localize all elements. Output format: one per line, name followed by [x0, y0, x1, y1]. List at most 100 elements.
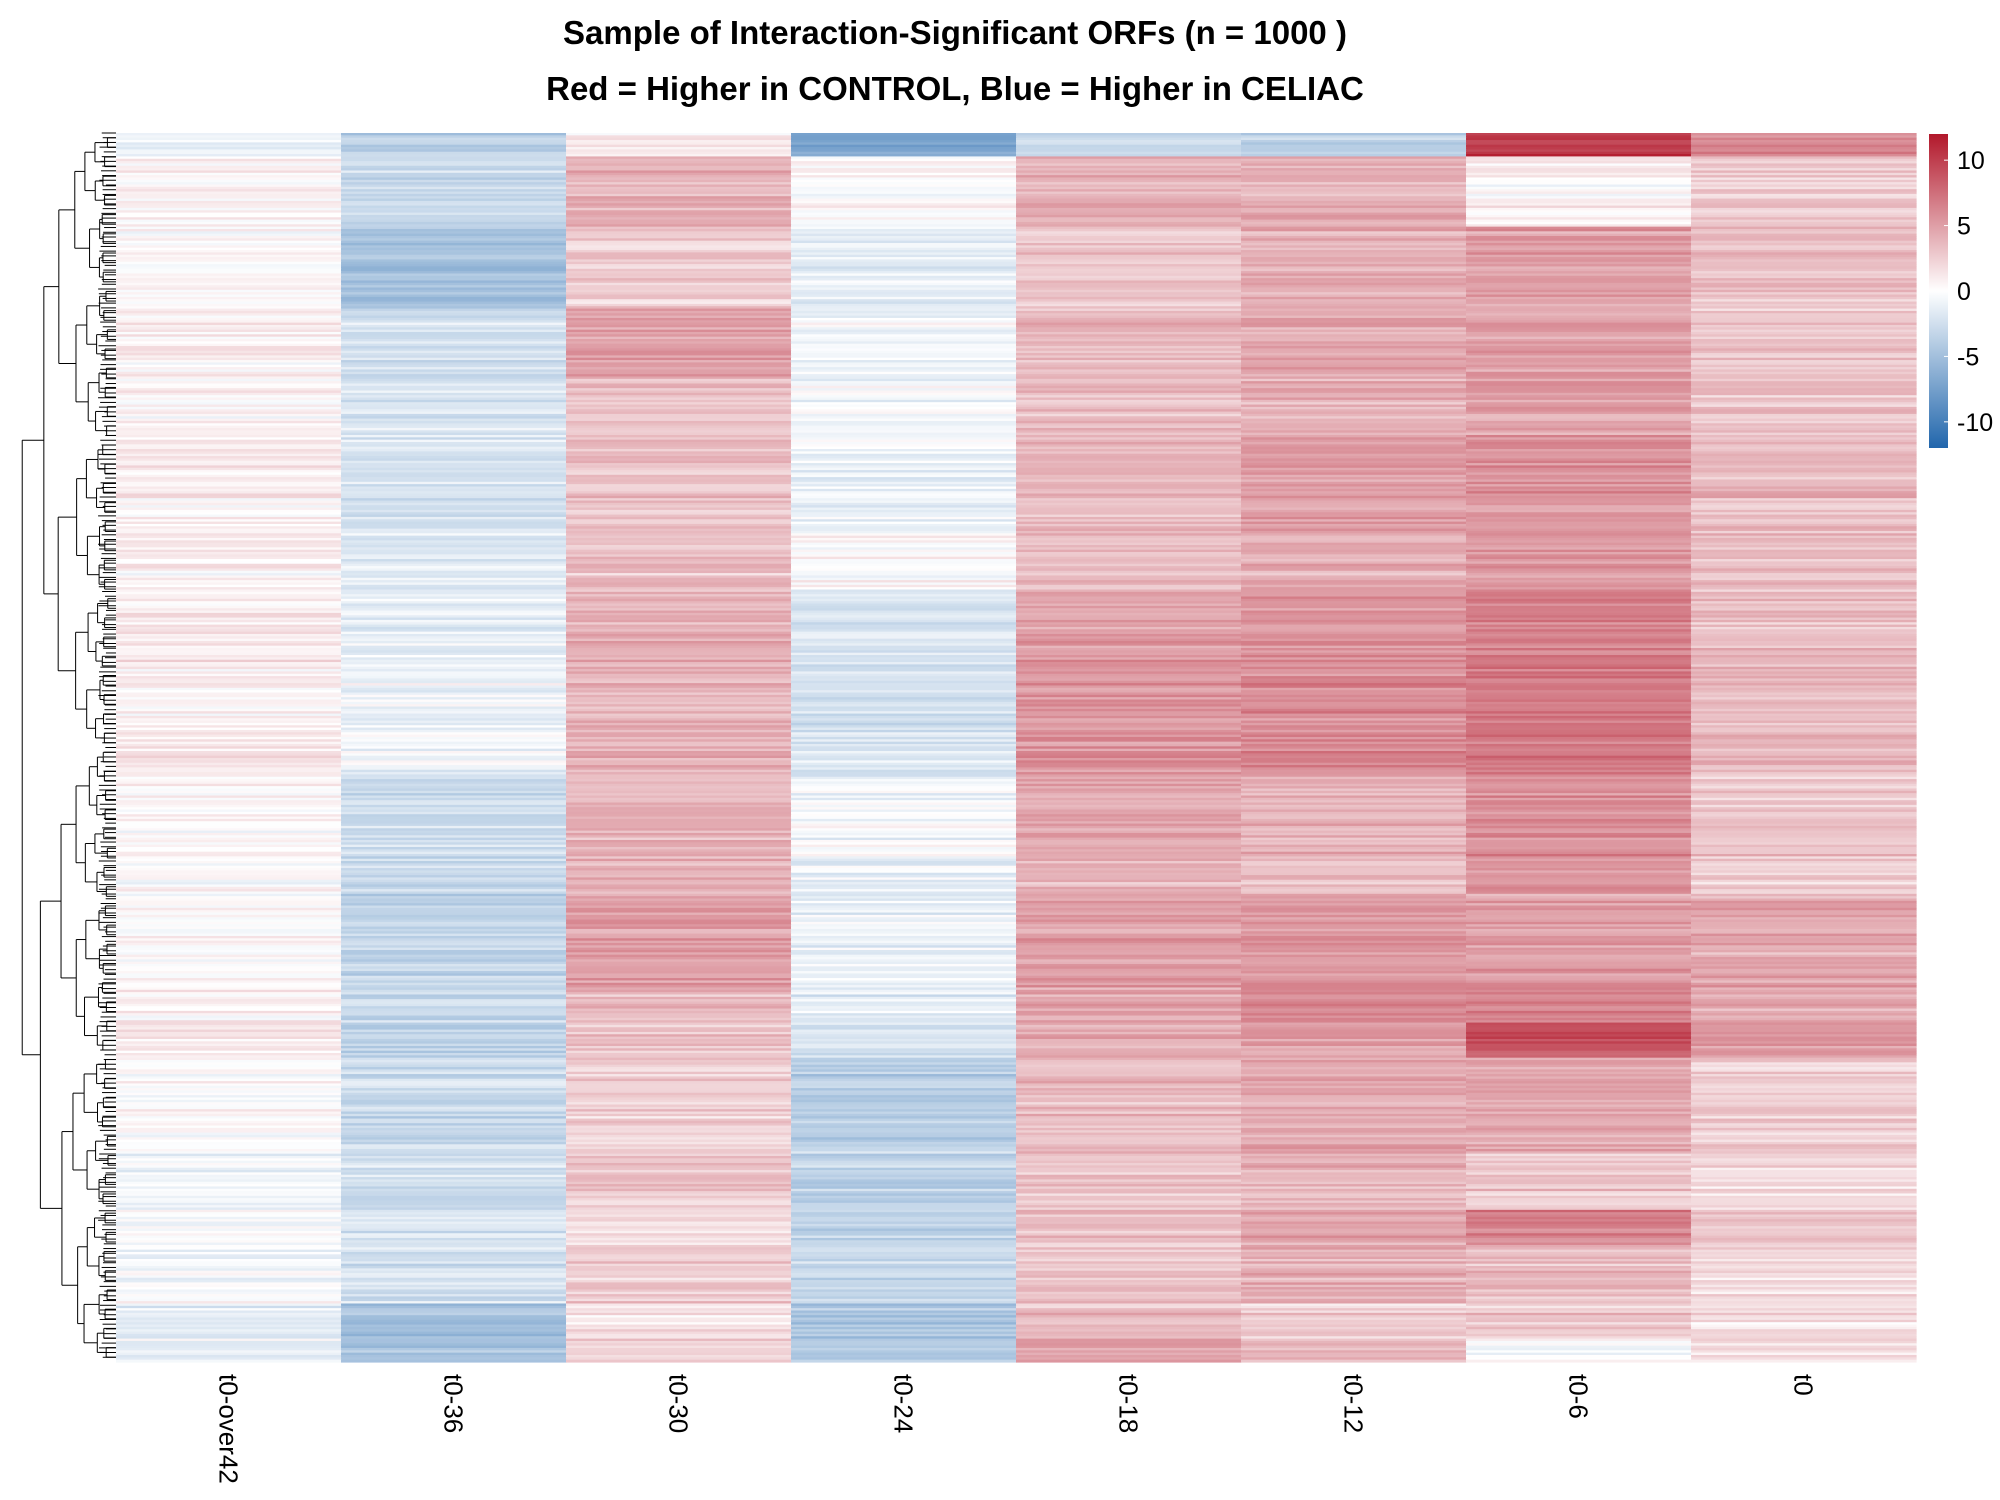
heatmap-cell — [1466, 1209, 1692, 1213]
heatmap-cell — [1016, 575, 1242, 579]
heatmap-cell — [341, 980, 567, 984]
heatmap-cell — [1241, 814, 1467, 818]
heatmap-cell — [1691, 561, 1917, 565]
heatmap-cell — [341, 1099, 567, 1103]
heatmap-cell — [1466, 355, 1692, 359]
heatmap-cell — [116, 331, 342, 335]
heatmap-cell — [791, 1273, 1017, 1276]
heatmap-cell — [791, 846, 1017, 850]
heatmap-cell — [1466, 938, 1692, 942]
heatmap-cell — [566, 519, 792, 523]
heatmap-cell — [1691, 1294, 1917, 1298]
heatmap-cell — [1016, 449, 1242, 452]
heatmap-cell — [1691, 622, 1917, 626]
heatmap-cell — [791, 1249, 1017, 1253]
heatmap-cell — [791, 1303, 1017, 1307]
heatmap-cell — [791, 324, 1017, 328]
heatmap-cell — [116, 1067, 342, 1070]
heatmap-cell — [1241, 802, 1467, 806]
heatmap-cell — [341, 786, 567, 790]
heatmap-cell — [1466, 1266, 1692, 1269]
heatmap-cell — [1466, 940, 1692, 944]
heatmap-cell — [1241, 1280, 1467, 1284]
heatmap-cell — [791, 987, 1017, 991]
heatmap-cell — [1016, 1160, 1242, 1164]
heatmap-cell — [116, 1230, 342, 1234]
heatmap-cell — [1016, 175, 1242, 179]
heatmap-cell — [341, 582, 567, 586]
heatmap-cell — [1241, 331, 1467, 335]
heatmap-cell — [791, 1062, 1017, 1066]
heatmap-cell — [341, 741, 567, 745]
heatmap-cell — [791, 926, 1017, 930]
heatmap-cell — [1241, 1078, 1467, 1082]
heatmap-cell — [566, 1240, 792, 1244]
heatmap-cell — [341, 664, 567, 668]
heatmap-cell — [341, 460, 567, 464]
heatmap-cell — [116, 802, 342, 806]
heatmap-cell — [116, 601, 342, 605]
heatmap-cell — [791, 921, 1017, 925]
heatmap-cell — [116, 1357, 342, 1361]
heatmap-cell — [116, 655, 342, 658]
heatmap-cell — [566, 238, 792, 242]
heatmap-cell — [1241, 526, 1467, 530]
heatmap-cell — [566, 299, 792, 303]
heatmap-cell — [341, 186, 567, 190]
heatmap-cell — [1466, 133, 1692, 136]
heatmap-cell — [1241, 287, 1467, 291]
heatmap-cell — [566, 949, 792, 953]
heatmap-cell — [1466, 268, 1692, 272]
heatmap-cell — [341, 514, 567, 518]
heatmap-cell — [1241, 1139, 1467, 1143]
heatmap-cell — [566, 1277, 792, 1281]
heatmap-cell — [1016, 933, 1242, 937]
heatmap-cell — [1241, 652, 1467, 656]
heatmap-cell — [341, 1207, 567, 1211]
heatmap-cell — [1466, 453, 1692, 457]
heatmap-cell — [1466, 629, 1692, 633]
heatmap-cell — [1466, 275, 1692, 279]
heatmap-cell — [341, 727, 567, 731]
heatmap-cell — [1466, 825, 1692, 829]
heatmap-cell — [1691, 207, 1917, 211]
heatmap-cell — [1016, 898, 1242, 902]
heatmap-cell — [116, 589, 342, 593]
heatmap-cell — [791, 669, 1017, 673]
heatmap-cell — [1241, 397, 1467, 401]
heatmap-cell — [1691, 830, 1917, 834]
heatmap-cell — [1241, 460, 1467, 464]
heatmap-cell — [791, 1106, 1017, 1110]
heatmap-cell — [1466, 1069, 1692, 1073]
heatmap-cell — [1691, 1226, 1917, 1230]
heatmap-cell — [1691, 1024, 1917, 1028]
heatmap-cell — [791, 547, 1017, 551]
heatmap-cell — [791, 949, 1017, 953]
heatmap-cell — [1241, 1298, 1467, 1302]
heatmap-cell — [116, 736, 342, 740]
heatmap-cell — [341, 491, 567, 495]
heatmap-cell — [1466, 168, 1692, 172]
heatmap-cell — [1016, 767, 1242, 771]
heatmap-cell — [341, 573, 567, 577]
heatmap-cell — [791, 711, 1017, 715]
heatmap-cell — [341, 692, 567, 696]
heatmap-cell — [1241, 1006, 1467, 1010]
heatmap-cell — [341, 343, 567, 347]
heatmap-cell — [1241, 966, 1467, 970]
heatmap-cell — [566, 999, 792, 1003]
heatmap-cell — [1466, 898, 1692, 902]
heatmap-cell — [1016, 493, 1242, 497]
heatmap-cell — [791, 1310, 1017, 1314]
heatmap-cell — [341, 1254, 567, 1258]
heatmap-cell — [1016, 1198, 1242, 1202]
heatmap-cell — [1466, 528, 1692, 532]
heatmap-cell — [791, 1120, 1017, 1124]
heatmap-cell — [1016, 1326, 1242, 1330]
heatmap-cell — [1466, 1036, 1692, 1040]
heatmap-cell — [566, 523, 792, 527]
heatmap-cell — [791, 395, 1017, 399]
heatmap-cell — [1016, 542, 1242, 546]
heatmap-cell — [1016, 1008, 1242, 1012]
heatmap-cell — [1241, 872, 1467, 876]
